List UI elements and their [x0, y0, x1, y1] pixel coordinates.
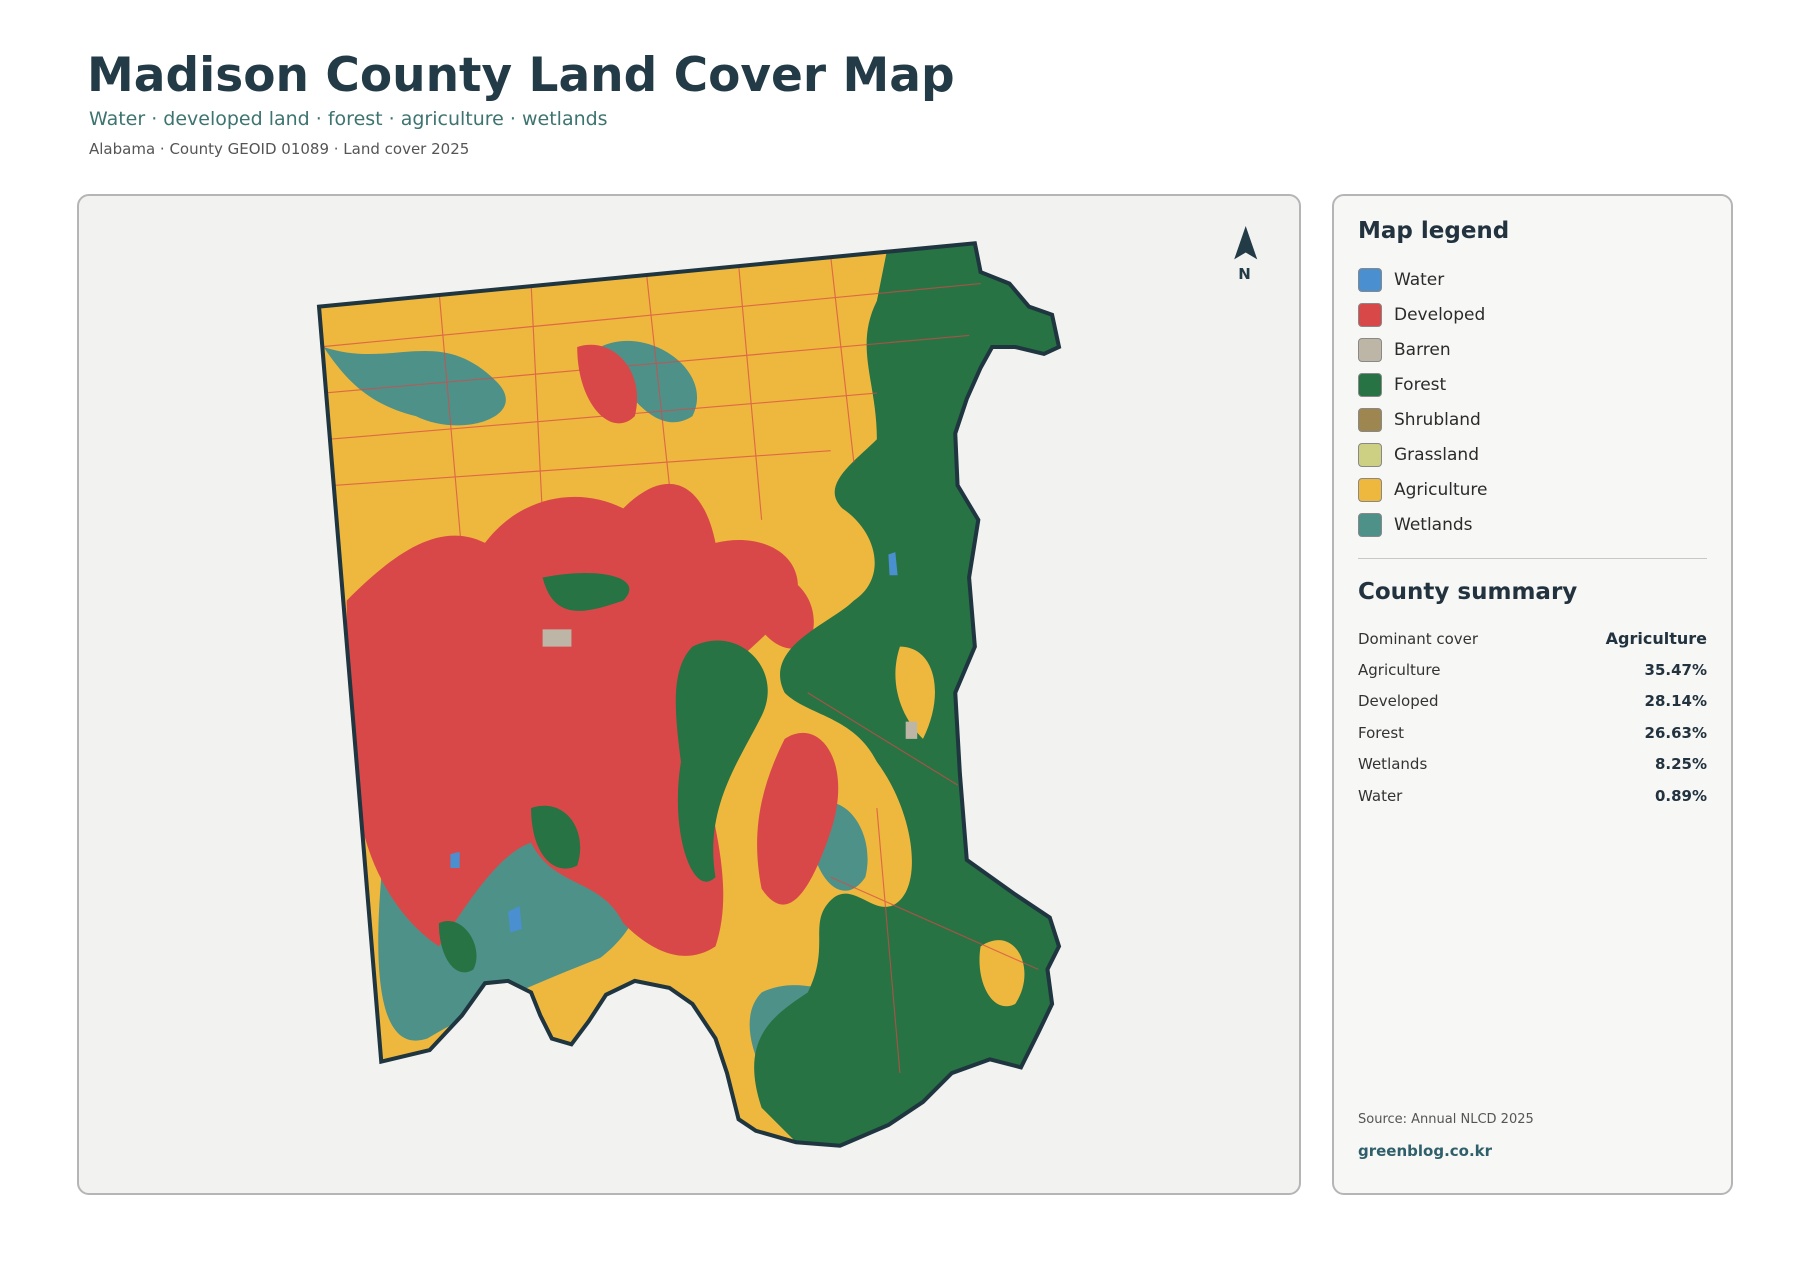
legend-label: Grassland: [1394, 444, 1479, 465]
legend: Water Developed Barren Forest Shrubland Grass…: [1358, 262, 1707, 542]
legend-item: Agriculture: [1358, 472, 1707, 507]
legend-item: Grassland: [1358, 437, 1707, 472]
summary-title: County summary: [1358, 579, 1578, 605]
map-panel: N: [77, 194, 1301, 1195]
summary-value: 0.89%: [1654, 786, 1707, 805]
summary-row: Agriculture 35.47%: [1358, 654, 1707, 685]
meta: Alabama · County GEOID 01089 · Land cove…: [89, 140, 470, 158]
north-label: N: [1238, 265, 1251, 283]
summary-label: Water: [1358, 786, 1403, 805]
summary-value: Agriculture: [1605, 629, 1707, 649]
legend-label: Agriculture: [1394, 479, 1488, 500]
legend-swatch: [1358, 407, 1382, 432]
summary-row: Developed 28.14%: [1358, 686, 1707, 717]
summary-label: Wetlands: [1358, 755, 1428, 774]
legend-label: Barren: [1394, 339, 1451, 360]
source: Source: Annual NLCD 2025: [1358, 1112, 1534, 1127]
map: N: [79, 225, 1258, 1193]
legend-label: Forest: [1394, 374, 1447, 395]
legend-swatch: [1358, 442, 1382, 467]
summary-label: Forest: [1358, 723, 1405, 742]
summary-label: Agriculture: [1358, 661, 1441, 680]
summary-value: 8.25%: [1654, 755, 1707, 774]
legend-item: Shrubland: [1358, 402, 1707, 437]
summary-label: Developed: [1358, 692, 1439, 711]
legend-title: Map legend: [1358, 218, 1510, 244]
land-cover: [319, 243, 1059, 1146]
legend-item: Forest: [1358, 367, 1707, 402]
divider: [1358, 558, 1707, 559]
subtitle: Water · developed land · forest · agricu…: [89, 108, 608, 130]
agriculture-patch: [806, 517, 1025, 1007]
summary-row: Wetlands 8.25%: [1358, 749, 1707, 780]
roads: [319, 257, 1039, 1074]
summary-row: Dominant cover Agriculture: [1358, 623, 1707, 654]
legend-swatch: [1358, 512, 1382, 537]
title: Madison County Land Cover Map: [87, 48, 955, 103]
legend-item: Wetlands: [1358, 507, 1707, 542]
developed-area: [346, 344, 953, 1042]
legend-item: Water: [1358, 262, 1707, 297]
summary-row: Water 0.89%: [1358, 780, 1707, 811]
summary-row: Forest 26.63%: [1358, 717, 1707, 748]
north-arrow: [1234, 225, 1258, 260]
summary-value: 28.14%: [1644, 692, 1707, 711]
legend-label: Wetlands: [1394, 514, 1473, 535]
legend-swatch: [1358, 302, 1382, 327]
summary: Dominant cover Agriculture Agriculture 35.4…: [1358, 623, 1707, 811]
legend-label: Water: [1394, 269, 1445, 290]
summary-label: Dominant cover: [1358, 629, 1479, 648]
legend-item: Developed: [1358, 297, 1707, 332]
wetland-area: [323, 340, 900, 1117]
site: greenblog.co.kr: [1358, 1142, 1493, 1160]
legend-swatch: [1358, 267, 1382, 292]
legend-swatch: [1358, 372, 1382, 397]
legend-label: Shrubland: [1394, 409, 1481, 430]
legend-label: Developed: [1394, 304, 1486, 325]
summary-value: 35.47%: [1644, 661, 1707, 680]
legend-item: Barren: [1358, 332, 1707, 367]
summary-value: 26.63%: [1644, 723, 1707, 742]
legend-swatch: [1358, 337, 1382, 362]
legend-swatch: [1358, 477, 1382, 502]
forest-area: [438, 243, 1059, 1146]
side-panel: Map legend Water Developed Barren Forest Shr…: [1332, 194, 1733, 1195]
